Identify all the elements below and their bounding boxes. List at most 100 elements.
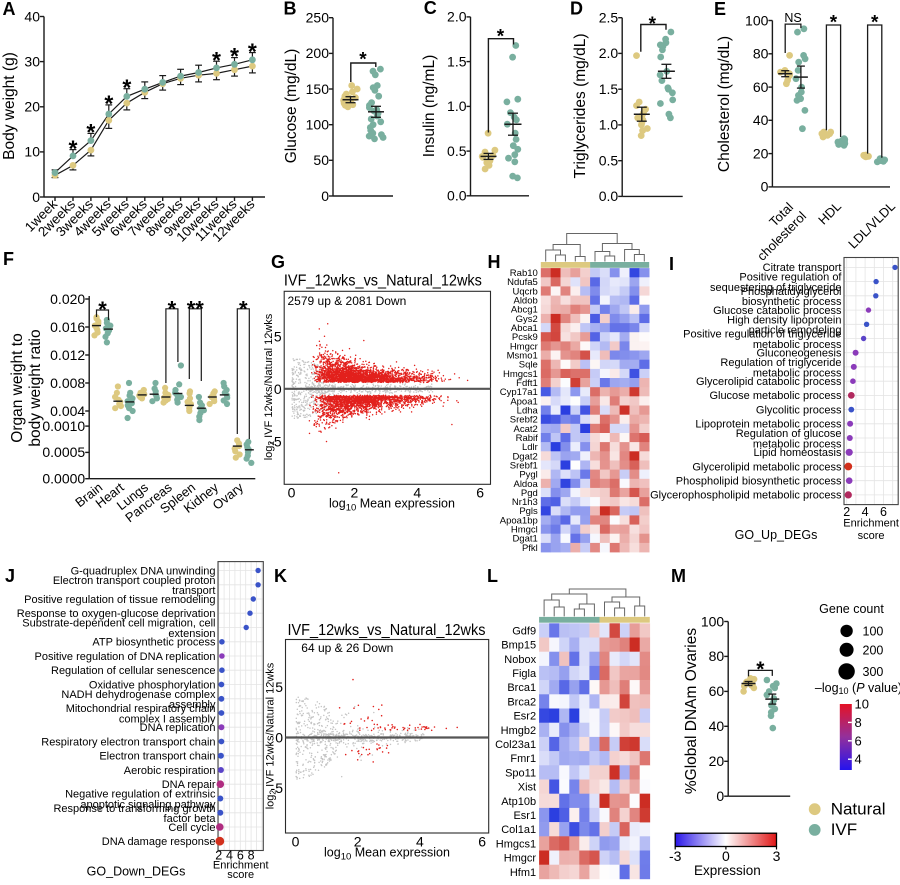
svg-text:B: B	[284, 0, 297, 19]
svg-text:NADH dehydrogenase complex: NADH dehydrogenase complex	[61, 689, 216, 701]
svg-text:Atp10b: Atp10b	[501, 796, 536, 808]
svg-text:100: 100	[863, 624, 884, 638]
svg-text:0.0: 0.0	[447, 188, 467, 204]
svg-text:factor beta: factor beta	[164, 813, 217, 825]
svg-text:Aerobic respiration: Aerobic respiration	[124, 765, 216, 777]
svg-text:Col1a1: Col1a1	[501, 824, 536, 836]
svg-text:6: 6	[237, 849, 244, 863]
svg-text:metabolic process: metabolic process	[753, 438, 842, 450]
svg-text:Phospholipid biosynthetic proc: Phospholipid biosynthetic process	[676, 476, 842, 488]
svg-text:Regulation of triglyceride: Regulation of triglyceride	[720, 357, 841, 369]
svg-text:40: 40	[753, 112, 769, 128]
svg-text:Glycolitic process: Glycolitic process	[756, 404, 842, 416]
svg-text:1.5: 1.5	[599, 81, 619, 97]
svg-text:Srebf1: Srebf1	[510, 460, 538, 471]
svg-text:Natural: Natural	[831, 800, 886, 819]
svg-text:log2 IVF 12wks/Natural 12wks: log2 IVF 12wks/Natural 12wks	[263, 313, 276, 460]
svg-text:Hmgcr: Hmgcr	[504, 853, 537, 865]
svg-text:body weight ratio: body weight ratio	[27, 329, 44, 446]
svg-text:6: 6	[476, 485, 484, 501]
svg-text:M: M	[671, 566, 686, 586]
svg-text:Srebf2: Srebf2	[510, 415, 538, 426]
svg-text:Lipoprotein metabolic process: Lipoprotein metabolic process	[695, 419, 842, 431]
svg-text:0: 0	[288, 485, 296, 501]
svg-text:Gys2: Gys2	[516, 314, 538, 325]
svg-text:H: H	[488, 252, 501, 272]
svg-text:%Global DNAm Ovaries: %Global DNAm Ovaries	[683, 628, 700, 794]
svg-text:6: 6	[880, 505, 887, 519]
svg-text:Electron transport chain: Electron transport chain	[99, 751, 215, 763]
svg-text:Col23a1: Col23a1	[495, 739, 536, 751]
svg-text:2: 2	[843, 505, 850, 519]
svg-text:**: **	[187, 296, 205, 321]
svg-text:-5: -5	[269, 433, 282, 449]
svg-text:Regulation of glucose: Regulation of glucose	[736, 428, 842, 440]
svg-text:High density lipoprotein: High density lipoprotein	[727, 314, 841, 326]
svg-text:0.0000: 0.0000	[42, 471, 85, 487]
svg-text:6: 6	[478, 833, 486, 849]
svg-text:6: 6	[855, 733, 862, 748]
svg-text:20: 20	[753, 145, 769, 161]
svg-text:100: 100	[701, 613, 725, 629]
svg-text:*: *	[104, 91, 113, 117]
svg-text:Dgat2: Dgat2	[512, 451, 537, 462]
svg-text:score: score	[227, 869, 254, 880]
svg-text:60: 60	[753, 79, 769, 95]
svg-text:2.0: 2.0	[447, 9, 467, 25]
svg-text:Expression: Expression	[694, 863, 761, 878]
svg-text:Cell cycle: Cell cycle	[168, 822, 215, 834]
svg-text:Spo11: Spo11	[505, 767, 536, 779]
svg-text:2.0: 2.0	[599, 45, 619, 61]
svg-text:Glycerophospholipid metabolic: Glycerophospholipid metabolic process	[650, 490, 842, 502]
svg-text:Brca2: Brca2	[507, 696, 536, 708]
svg-text:0: 0	[292, 833, 300, 849]
svg-text:Nobox: Nobox	[504, 654, 536, 666]
svg-text:Oxidative phosphorylation: Oxidative phosphorylation	[89, 679, 216, 691]
svg-text:Enrichment: Enrichment	[843, 518, 899, 530]
svg-text:Citrate transport: Citrate transport	[763, 262, 842, 274]
svg-text:DNA repair: DNA repair	[162, 779, 216, 791]
svg-text:0: 0	[321, 188, 329, 204]
svg-text:0: 0	[275, 730, 283, 746]
svg-text:Regulation of cellular senesce: Regulation of cellular senescence	[51, 665, 216, 677]
svg-text:100: 100	[306, 117, 330, 133]
svg-text:2: 2	[215, 849, 222, 863]
svg-text:0.004: 0.004	[50, 403, 85, 419]
svg-text:Hmgb2: Hmgb2	[501, 725, 536, 737]
svg-text:biosynthetic process: biosynthetic process	[742, 296, 842, 308]
svg-text:Apoa1: Apoa1	[510, 396, 537, 407]
svg-text:Aldob: Aldob	[513, 296, 537, 307]
svg-text:*: *	[359, 50, 367, 71]
svg-text:0: 0	[722, 848, 730, 864]
svg-text:Substrate-dependent cell migra: Substrate-dependent cell migration, cell	[22, 618, 215, 630]
svg-text:Sqle: Sqle	[519, 360, 538, 371]
svg-text:apoptotic signaling pathway: apoptotic signaling pathway	[80, 799, 216, 811]
svg-text:IVF_12wks_vs_Natural_12wks: IVF_12wks_vs_Natural_12wks	[288, 622, 486, 639]
svg-text:Electron transport coupled pro: Electron transport coupled proton	[53, 575, 216, 587]
svg-text:Respiratory electron transport: Respiratory electron transport chain	[41, 736, 215, 748]
svg-text:100: 100	[745, 12, 769, 28]
svg-text:0.008: 0.008	[50, 375, 85, 391]
svg-text:*: *	[497, 27, 505, 48]
svg-text:Negative regulation of extrins: Negative regulation of extrinsic	[65, 789, 216, 801]
svg-text:*: *	[830, 12, 838, 33]
svg-text:L: L	[487, 566, 498, 586]
svg-text:64 up & 26 Down: 64 up & 26 Down	[301, 641, 393, 655]
svg-text:Abcg1: Abcg1	[511, 305, 538, 316]
svg-text:Gdf9: Gdf9	[512, 625, 536, 637]
svg-text:4: 4	[413, 485, 421, 501]
svg-text:Fdft1: Fdft1	[516, 378, 538, 389]
svg-text:0.0010: 0.0010	[42, 418, 85, 434]
svg-text:250: 250	[306, 10, 330, 26]
svg-text:0.020: 0.020	[50, 291, 85, 307]
svg-text:transport: transport	[172, 585, 215, 597]
svg-text:2579 up & 2081 Down: 2579 up & 2081 Down	[288, 294, 407, 308]
svg-text:I: I	[669, 254, 674, 274]
svg-text:3: 3	[773, 848, 781, 864]
svg-text:0.012: 0.012	[50, 347, 85, 363]
svg-text:Positive regulation of DNA rep: Positive regulation of DNA replication	[35, 651, 216, 663]
svg-text:*: *	[756, 658, 765, 681]
svg-text:*: *	[230, 43, 239, 69]
svg-text:Positive regulation of: Positive regulation of	[739, 272, 842, 284]
svg-text:Abca1: Abca1	[511, 323, 538, 334]
